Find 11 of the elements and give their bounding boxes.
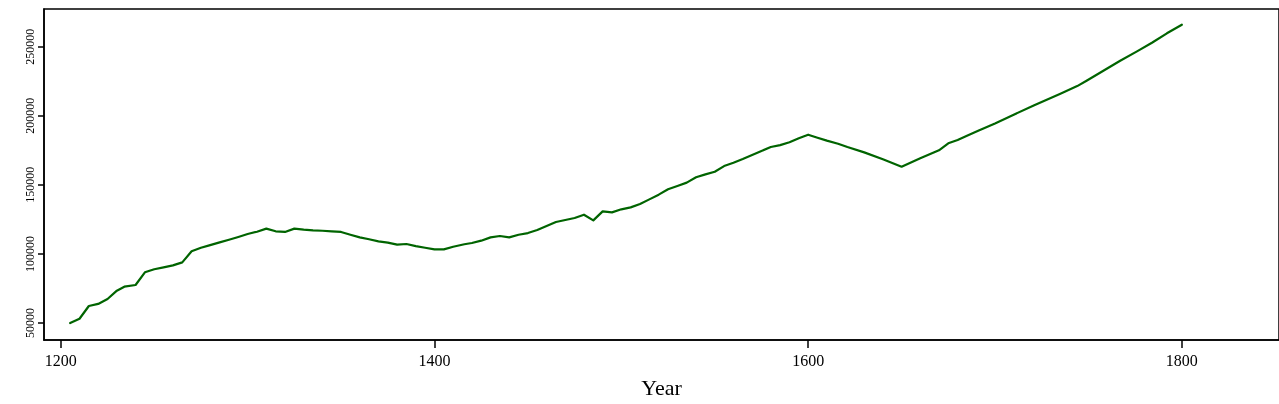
y-tick-label: 100000 [23, 235, 37, 272]
y-tick-label: 200000 [23, 97, 37, 134]
x-tick-label: 1800 [1165, 351, 1198, 369]
x-tick-label: 1600 [792, 351, 825, 369]
y-tick-label: 50000 [23, 308, 37, 339]
y-tick-label: 250000 [23, 28, 37, 65]
y-tick-label: 150000 [23, 166, 37, 203]
x-axis-title: Year [641, 374, 683, 400]
x-tick-label: 1200 [44, 351, 77, 369]
x-tick-label: 1400 [418, 351, 451, 369]
line-series [69, 23, 1183, 325]
